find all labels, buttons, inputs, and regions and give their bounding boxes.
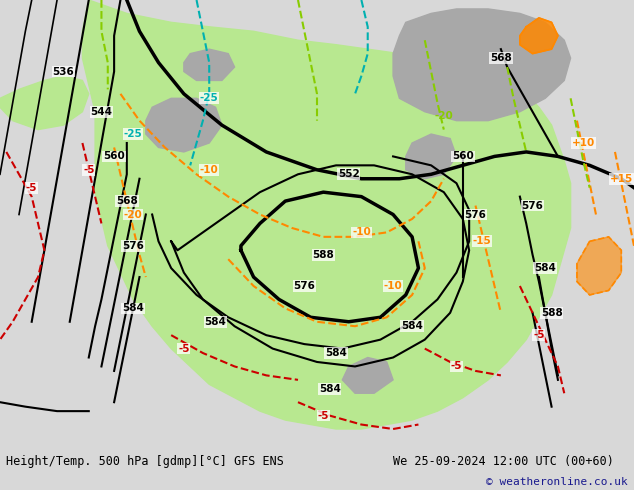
Text: -20: -20 bbox=[434, 111, 453, 121]
Text: 568: 568 bbox=[490, 53, 512, 63]
Text: -25: -25 bbox=[200, 93, 219, 103]
Text: 588: 588 bbox=[313, 250, 334, 260]
Text: 576: 576 bbox=[294, 281, 315, 291]
Text: -5: -5 bbox=[26, 183, 37, 193]
Text: 584: 584 bbox=[205, 317, 226, 327]
Text: 576: 576 bbox=[522, 200, 543, 211]
Text: -10: -10 bbox=[200, 165, 219, 175]
Text: © weatheronline.co.uk: © weatheronline.co.uk bbox=[486, 477, 628, 487]
Text: 568: 568 bbox=[116, 196, 138, 206]
Text: 560: 560 bbox=[103, 151, 125, 161]
Text: 584: 584 bbox=[122, 303, 144, 313]
Text: -10: -10 bbox=[384, 281, 403, 291]
Text: 576: 576 bbox=[465, 210, 486, 220]
Polygon shape bbox=[393, 9, 571, 121]
Polygon shape bbox=[406, 134, 456, 179]
Text: 576: 576 bbox=[122, 241, 144, 251]
Polygon shape bbox=[520, 18, 558, 53]
Text: Height/Temp. 500 hPa [gdmp][°C] GFS ENS: Height/Temp. 500 hPa [gdmp][°C] GFS ENS bbox=[6, 456, 284, 468]
Text: 552: 552 bbox=[338, 169, 359, 179]
Text: -5: -5 bbox=[451, 362, 462, 371]
Text: +15: +15 bbox=[610, 174, 633, 184]
Polygon shape bbox=[342, 358, 393, 393]
Text: 584: 584 bbox=[401, 321, 423, 331]
Text: 584: 584 bbox=[319, 384, 340, 394]
Text: We 25-09-2024 12:00 UTC (00+60): We 25-09-2024 12:00 UTC (00+60) bbox=[393, 456, 614, 468]
Text: 536: 536 bbox=[53, 67, 74, 76]
Text: +10: +10 bbox=[572, 138, 595, 148]
Polygon shape bbox=[82, 0, 571, 429]
Polygon shape bbox=[0, 76, 89, 129]
Polygon shape bbox=[184, 49, 235, 80]
Text: 584: 584 bbox=[534, 263, 556, 273]
Text: -25: -25 bbox=[124, 129, 143, 139]
Text: 560: 560 bbox=[452, 151, 474, 161]
Polygon shape bbox=[146, 98, 222, 152]
Text: -10: -10 bbox=[352, 227, 371, 237]
Text: -5: -5 bbox=[533, 330, 545, 340]
Text: -5: -5 bbox=[318, 411, 329, 420]
Polygon shape bbox=[577, 237, 621, 295]
Text: -20: -20 bbox=[124, 210, 143, 220]
Text: -5: -5 bbox=[178, 343, 190, 354]
Text: -15: -15 bbox=[472, 236, 491, 246]
Text: 588: 588 bbox=[541, 308, 562, 318]
Text: -5: -5 bbox=[83, 165, 94, 175]
Text: 584: 584 bbox=[325, 348, 347, 358]
Text: 544: 544 bbox=[91, 107, 112, 117]
